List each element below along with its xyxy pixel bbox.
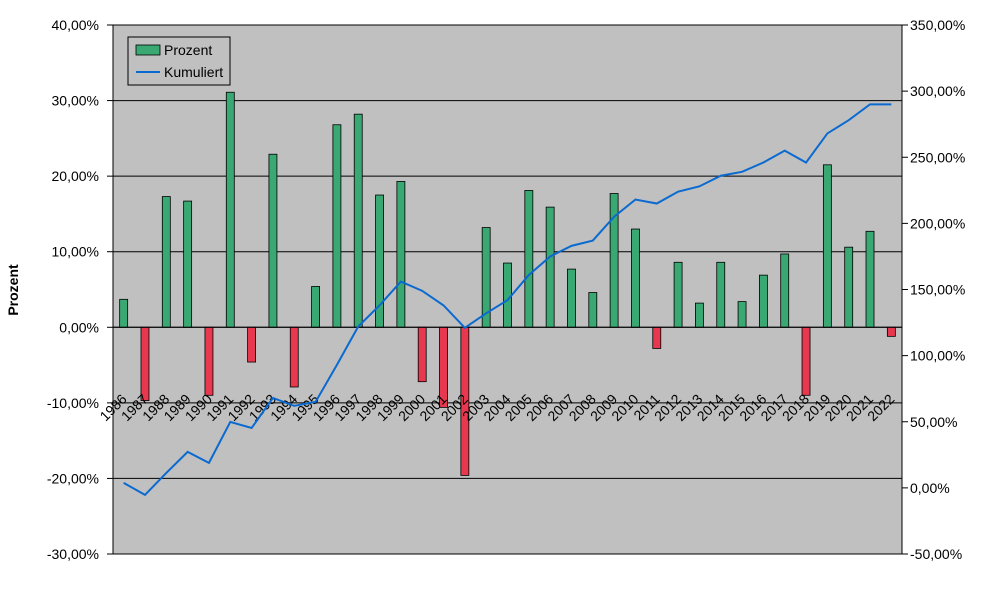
- bar: [524, 190, 534, 328]
- bar: [758, 274, 768, 328]
- y2-tick-label: 350,00%: [910, 17, 965, 33]
- y-tick-label: 10,00%: [52, 244, 99, 260]
- bar: [140, 326, 150, 401]
- legend-swatch: [135, 44, 161, 56]
- bar: [822, 164, 832, 328]
- bar: [588, 292, 598, 328]
- bar: [353, 113, 363, 328]
- bar: [886, 326, 896, 337]
- bar: [247, 326, 257, 363]
- y2-tick-label: 200,00%: [910, 215, 965, 231]
- bar: [311, 286, 320, 328]
- y-tick-label: 40,00%: [52, 17, 99, 33]
- y2-tick-label: 150,00%: [910, 282, 965, 298]
- y2-tick-label: 250,00%: [910, 149, 965, 165]
- bar: [268, 153, 278, 328]
- bar: [332, 124, 342, 328]
- bar: [183, 200, 193, 328]
- bar: [204, 326, 214, 396]
- bar: [503, 262, 512, 328]
- bar: [737, 301, 747, 328]
- bar: [631, 228, 640, 328]
- bar: [673, 261, 683, 328]
- bar: [801, 326, 811, 396]
- y2-tick-label: 100,00%: [910, 348, 965, 364]
- bar: [417, 326, 427, 383]
- y-tick-label: 30,00%: [52, 93, 99, 109]
- y-tick-label: -20,00%: [47, 470, 99, 486]
- legend-label: Kumuliert: [164, 64, 223, 80]
- bar: [161, 196, 171, 328]
- legend-label: Prozent: [164, 42, 212, 58]
- bar: [225, 91, 235, 328]
- bar: [545, 206, 555, 328]
- y2-tick-label: 50,00%: [910, 414, 957, 430]
- bar: [695, 302, 704, 328]
- bar: [652, 326, 662, 349]
- y2-tick-label: -50,00%: [910, 546, 962, 562]
- y-tick-label: 0,00%: [59, 319, 99, 335]
- line: [123, 103, 892, 497]
- y-tick-label: -30,00%: [47, 546, 99, 562]
- bar: [780, 253, 790, 328]
- y-tick-label: 20,00%: [52, 168, 99, 184]
- y-axis-label: Prozent: [5, 264, 21, 316]
- y2-tick-label: 300,00%: [910, 83, 965, 99]
- bar: [865, 230, 875, 328]
- bar: [396, 181, 406, 328]
- y-tick-label: -10,00%: [47, 395, 99, 411]
- bar: [289, 326, 299, 388]
- y2-tick-label: 0,00%: [910, 480, 950, 496]
- bar: [119, 298, 129, 328]
- bar: [716, 261, 726, 328]
- bar: [567, 268, 576, 328]
- bar: [844, 246, 854, 328]
